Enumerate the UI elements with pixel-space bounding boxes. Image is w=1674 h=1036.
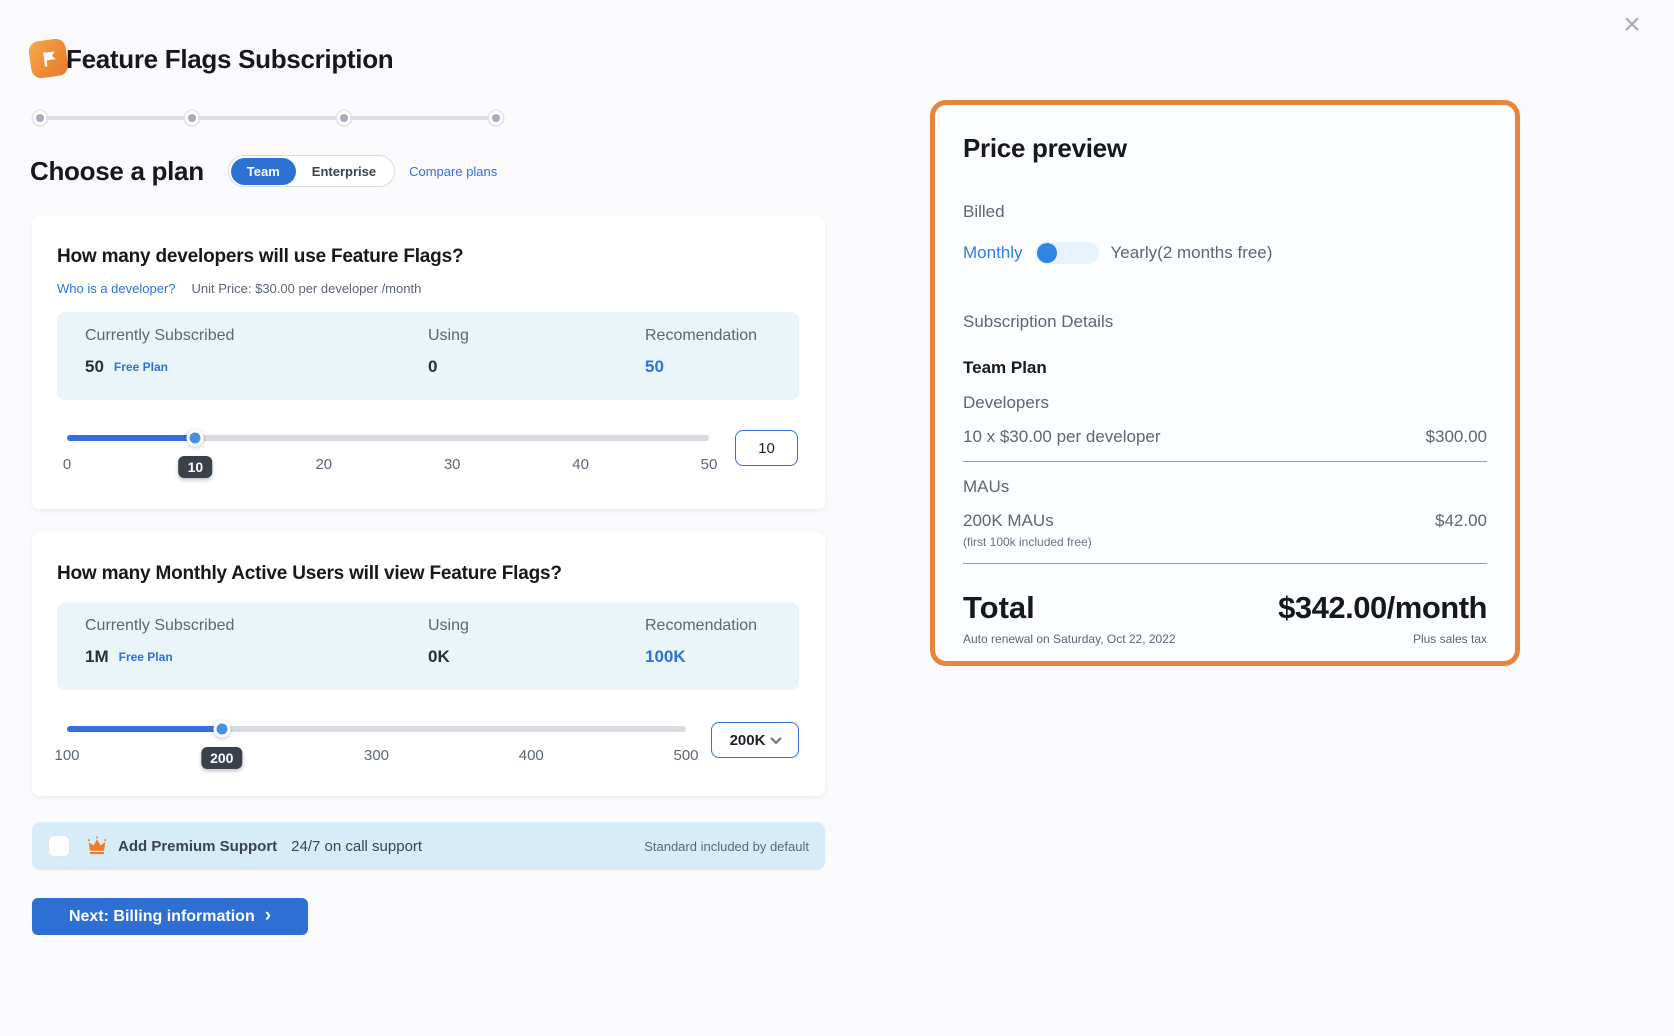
tick-label: 300 [363, 747, 390, 764]
choose-plan-heading: Choose a plan [30, 155, 204, 186]
tick-label: 20 [315, 456, 333, 473]
slider-value-badge: 200 [201, 747, 243, 769]
slider-value-badge: 10 [178, 456, 213, 478]
maus-line-item: 200K MAUs [963, 511, 1054, 530]
plan-chooser: Choose a plan Team Enterprise Compare pl… [30, 155, 497, 187]
maus-slider-ticks: 100 200 300 400 500 [54, 747, 699, 781]
chevron-down-icon [770, 732, 783, 745]
developers-subscription-info: Currently Subscribed Using Recomendation… [57, 312, 799, 400]
maus-slider-track[interactable] [67, 720, 686, 738]
divider [963, 461, 1487, 462]
billing-monthly-label[interactable]: Monthly [963, 243, 1023, 262]
developers-section-label: Developers [963, 393, 1049, 412]
maus-question: How many Monthly Active Users will view … [57, 563, 562, 584]
chevron-right-icon: › [264, 904, 272, 926]
toggle-knob [1036, 243, 1057, 263]
maus-slider-thumb[interactable] [213, 720, 231, 738]
step-dot-1 [33, 111, 47, 125]
developers-count-input[interactable] [735, 430, 798, 466]
next-billing-button[interactable]: Next: Billing information › [32, 898, 308, 935]
premium-support-label: Add Premium Support [118, 837, 278, 855]
developers-slider-track[interactable] [67, 429, 709, 447]
total-label: Total [963, 590, 1035, 625]
current-count: 1M [85, 647, 109, 666]
recommendation-value: 50 [645, 357, 664, 376]
step-connector [198, 116, 338, 120]
premium-support-note: Standard included by default [644, 838, 809, 854]
maus-card: How many Monthly Active Users will view … [32, 533, 825, 796]
maus-free-note: (first 100k included free) [963, 535, 1092, 549]
col-header-currently-subscribed: Currently Subscribed [85, 327, 235, 344]
unit-price-text: Unit Price: $30.00 per developer /month [191, 281, 422, 296]
plan-toggle-enterprise[interactable]: Enterprise [311, 163, 377, 179]
developers-card: How many developers will use Feature Fla… [32, 216, 825, 509]
maus-section-label: MAUs [963, 477, 1010, 496]
using-value: 0K [428, 647, 450, 666]
col-header-currently-subscribed: Currently Subscribed [85, 617, 235, 634]
developers-amount: $300.00 [1425, 427, 1487, 446]
premium-support-row: Add Premium Support 24/7 on call support… [32, 822, 825, 870]
developers-line-item: 10 x $30.00 per developer [963, 427, 1161, 446]
tick-label: 0 [62, 456, 72, 473]
page-title: Feature Flags Subscription [66, 44, 394, 74]
col-header-recommendation: Recomendation [645, 617, 758, 634]
plan-name: Team Plan [963, 358, 1047, 377]
price-preview-panel: Price preview Billed Monthly Yearly(2 mo… [930, 100, 1520, 666]
sales-tax-note: Plus sales tax [1412, 632, 1487, 646]
tick-label: 50 [700, 456, 718, 473]
close-icon[interactable]: × [1623, 8, 1641, 41]
premium-support-sublabel: 24/7 on call support [291, 837, 423, 855]
billing-period-toggle[interactable] [1034, 242, 1099, 264]
progress-stepper [33, 108, 503, 128]
col-header-using: Using [428, 327, 469, 344]
currently-subscribed-value: 1M Free Plan [85, 647, 428, 667]
price-preview-title: Price preview [963, 133, 1127, 163]
flag-icon [42, 51, 56, 67]
plan-toggle-team[interactable]: Team [230, 157, 296, 185]
free-plan-link[interactable]: Free Plan [113, 360, 168, 374]
maus-slider-fill [67, 726, 222, 732]
col-header-recommendation: Recomendation [645, 327, 758, 344]
tick-label: 30 [443, 456, 461, 473]
currently-subscribed-value: 50 Free Plan [85, 357, 428, 377]
billed-label: Billed [963, 202, 1005, 221]
maus-dropdown[interactable]: 200K [711, 722, 799, 758]
developers-slider-fill [67, 435, 196, 441]
maus-amount: $42.00 [1435, 511, 1487, 530]
recommendation-value: 100K [645, 647, 686, 666]
step-connector [350, 116, 490, 120]
step-dot-2 [185, 111, 199, 125]
col-header-using: Using [428, 617, 469, 634]
maus-dropdown-value: 200K [729, 731, 766, 749]
tick-label: 40 [572, 456, 589, 473]
compare-plans-link[interactable]: Compare plans [409, 163, 498, 179]
total-amount: $342.00/month [1278, 590, 1487, 625]
step-dot-4 [489, 111, 503, 125]
divider [963, 563, 1487, 564]
premium-support-checkbox[interactable] [48, 835, 70, 857]
who-is-developer-link[interactable]: Who is a developer? [57, 281, 176, 296]
billing-yearly-label[interactable]: Yearly(2 months free) [1110, 243, 1273, 262]
tick-label: 500 [673, 747, 699, 764]
step-dot-3 [337, 111, 351, 125]
app-logo-flag-icon [27, 37, 70, 80]
using-value: 0 [428, 357, 438, 376]
crown-icon [86, 835, 108, 857]
subscription-details-heading: Subscription Details [963, 312, 1114, 331]
current-count: 50 [85, 357, 104, 376]
tick-label: 400 [518, 747, 544, 764]
next-billing-label: Next: Billing information [68, 907, 255, 925]
developers-slider-ticks: 0 10 20 30 40 50 [63, 456, 717, 490]
developers-slider-thumb[interactable] [186, 429, 204, 447]
step-connector [46, 116, 186, 120]
free-plan-link[interactable]: Free Plan [118, 650, 173, 664]
tick-label: 100 [54, 747, 80, 764]
developers-question: How many developers will use Feature Fla… [57, 246, 464, 267]
maus-subscription-info: Currently Subscribed Using Recomendation… [57, 602, 799, 690]
auto-renewal-text: Auto renewal on Saturday, Oct 22, 2022 [963, 632, 1176, 646]
plan-toggle: Team Enterprise [227, 155, 396, 187]
